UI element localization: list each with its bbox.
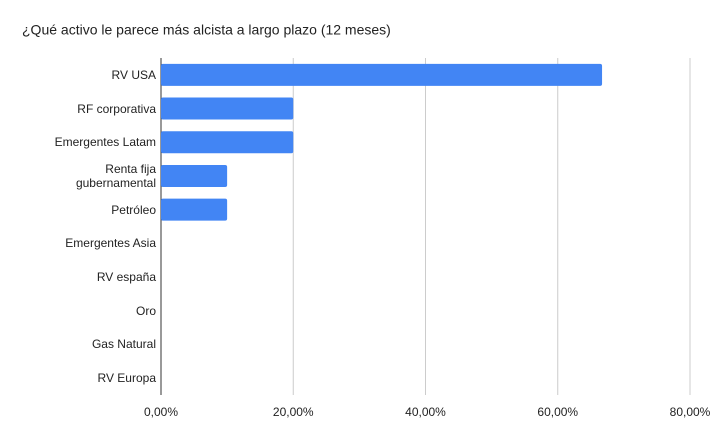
bar [161,97,294,120]
bar [161,63,603,86]
bar [161,164,228,187]
y-tick-label: Gas Natural [91,337,156,352]
bar [161,198,228,221]
y-tick-label: RV españa [96,270,156,285]
x-tick-label: 20,00% [273,405,314,419]
x-tick-label: 80,00% [670,405,711,419]
chart-title: ¿Qué activo le parece más alcista a larg… [22,22,391,38]
x-tick-label: 0,00% [144,405,178,419]
x-tick-label: 60,00% [537,405,578,419]
bar [161,131,294,154]
y-tick-label: Oro [135,303,156,318]
y-tick-label: Emergentes Latam [54,135,156,150]
x-tick-label: 40,00% [405,405,446,419]
y-tick-label: Petróleo [111,202,156,217]
y-tick-label: RF corporativa [77,101,156,116]
y-tick-label: RV Europa [97,371,156,386]
y-tick-label: Emergentes Asia [65,236,156,251]
y-tick-label: Renta fija gubernamental [75,161,156,190]
y-tick-label: RV USA [111,67,156,82]
